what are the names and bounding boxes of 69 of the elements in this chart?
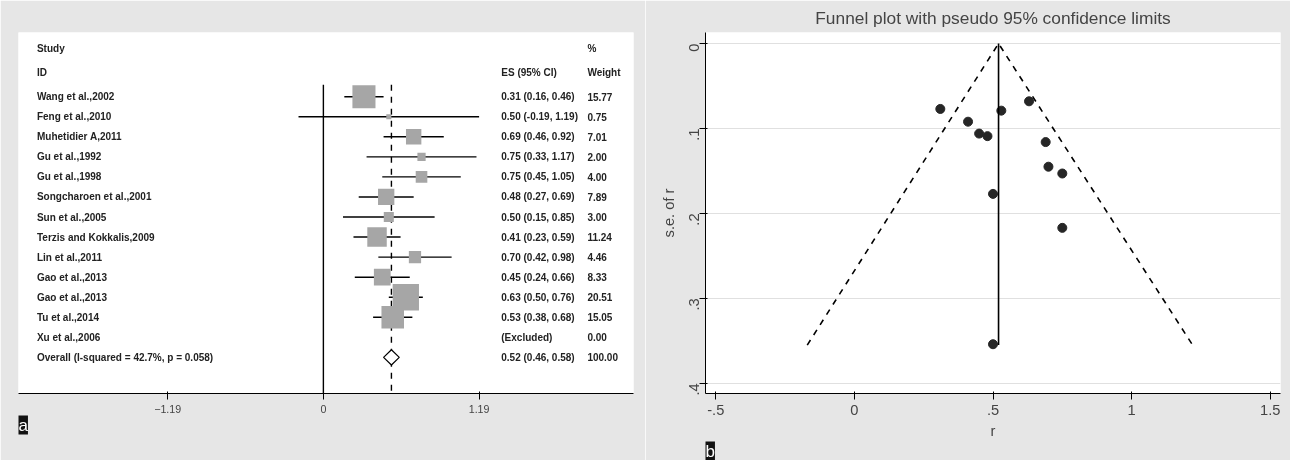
annotation: 0.52 (0.46, 0.58) bbox=[501, 351, 575, 363]
text: % bbox=[587, 43, 597, 55]
y-tick-label: Lin et al.,2011 bbox=[36, 251, 103, 263]
annotation: 0.63 (0.50, 0.76) bbox=[501, 291, 575, 303]
text: a bbox=[18, 415, 29, 435]
x-tick-label: −1.19 bbox=[154, 402, 182, 415]
x-tick-label: 0 bbox=[850, 401, 859, 418]
x-axis-title: r bbox=[990, 422, 996, 439]
annotation: 0.69 (0.46, 0.92) bbox=[501, 131, 575, 143]
y-tick-label: Wang et al.,2002 bbox=[36, 91, 115, 103]
text: Weight bbox=[587, 67, 622, 79]
annotation: 0.53 (0.38, 0.68) bbox=[501, 311, 575, 323]
y-tick-label: Gao et al.,2013 bbox=[36, 291, 108, 303]
annotation: (Excluded) bbox=[501, 331, 553, 343]
x-tick-label: 1.19 bbox=[468, 402, 490, 415]
point bbox=[382, 349, 400, 366]
point bbox=[405, 129, 422, 145]
x-tick-label: -.5 bbox=[707, 401, 725, 418]
annotation: 4.00 bbox=[587, 171, 608, 183]
annotation: 0.70 (0.42, 0.98) bbox=[501, 251, 575, 263]
annotation: 0.50 (0.15, 0.85) bbox=[501, 211, 575, 223]
y-tick-label: Gao et al.,2013 bbox=[36, 271, 108, 283]
x-tick-label: 1.5 bbox=[1260, 401, 1281, 418]
y-tick-label: Muhetidier A,2011 bbox=[36, 131, 123, 143]
annotation: 7.89 bbox=[587, 191, 608, 203]
y-tick-label: Overall (I-squared = 42.7%, p = 0.058) bbox=[36, 351, 214, 363]
annotation: 4.46 bbox=[587, 252, 608, 264]
annotation: 0.50 (-0.19, 1.19) bbox=[501, 111, 578, 123]
annotation: 2.00 bbox=[587, 151, 608, 163]
annotation: 0.75 bbox=[587, 111, 608, 123]
y-tick-label: 0 bbox=[686, 43, 703, 52]
annotation: 15.05 bbox=[587, 312, 613, 324]
y-tick-label: Songcharoen et al.,2001 bbox=[36, 191, 152, 203]
y-tick-label: Sun et al.,2005 bbox=[36, 211, 107, 223]
y-tick-label: Gu et al.,1998 bbox=[36, 171, 102, 183]
y-axis-title: s.e. of r bbox=[660, 188, 677, 238]
annotation: 20.51 bbox=[587, 292, 613, 304]
point bbox=[373, 268, 391, 286]
annotation: 0.41 (0.23, 0.59) bbox=[501, 231, 575, 243]
chart-title: Funnel plot with pseudo 95% confidence limits bbox=[815, 7, 1172, 28]
y-tick-label: Feng et al.,2010 bbox=[36, 111, 112, 123]
text: ES (95% CI) bbox=[501, 67, 557, 79]
y-tick-label: .1 bbox=[686, 128, 703, 141]
y-tick-label: .3 bbox=[686, 298, 703, 311]
y-tick-label: Terzis and Kokkalis,2009 bbox=[36, 231, 156, 243]
y-tick-label: .2 bbox=[686, 213, 703, 226]
annotation: 100.00 bbox=[587, 352, 619, 364]
annotation: 3.00 bbox=[587, 212, 608, 224]
x-tick-label: 1 bbox=[1127, 401, 1136, 418]
annotation: 15.77 bbox=[587, 91, 613, 103]
annotation: 8.33 bbox=[587, 272, 608, 284]
annotation: 0.48 (0.27, 0.69) bbox=[501, 191, 575, 203]
y-tick-label: Xu et al.,2006 bbox=[36, 331, 101, 343]
x-tick-label: .5 bbox=[986, 401, 1000, 418]
annotation: 0.75 (0.45, 1.05) bbox=[501, 171, 575, 183]
annotation: 0.45 (0.24, 0.66) bbox=[501, 271, 575, 283]
y-tick-label: Tu et al.,2014 bbox=[36, 311, 100, 323]
text: b bbox=[705, 441, 715, 461]
point bbox=[378, 188, 395, 206]
y-tick-label: .4 bbox=[686, 383, 703, 396]
annotation: 7.01 bbox=[587, 131, 608, 143]
text: ID bbox=[36, 67, 47, 79]
annotation: 0.00 bbox=[587, 332, 608, 344]
annotation: 0.31 (0.16, 0.46) bbox=[501, 91, 575, 103]
annotation: 11.24 bbox=[587, 232, 613, 244]
text: Study bbox=[36, 43, 66, 55]
y-tick-label: Gu et al.,1992 bbox=[36, 151, 102, 163]
annotation: 0.75 (0.33, 1.17) bbox=[501, 151, 575, 163]
x-tick-label: 0 bbox=[320, 402, 327, 415]
